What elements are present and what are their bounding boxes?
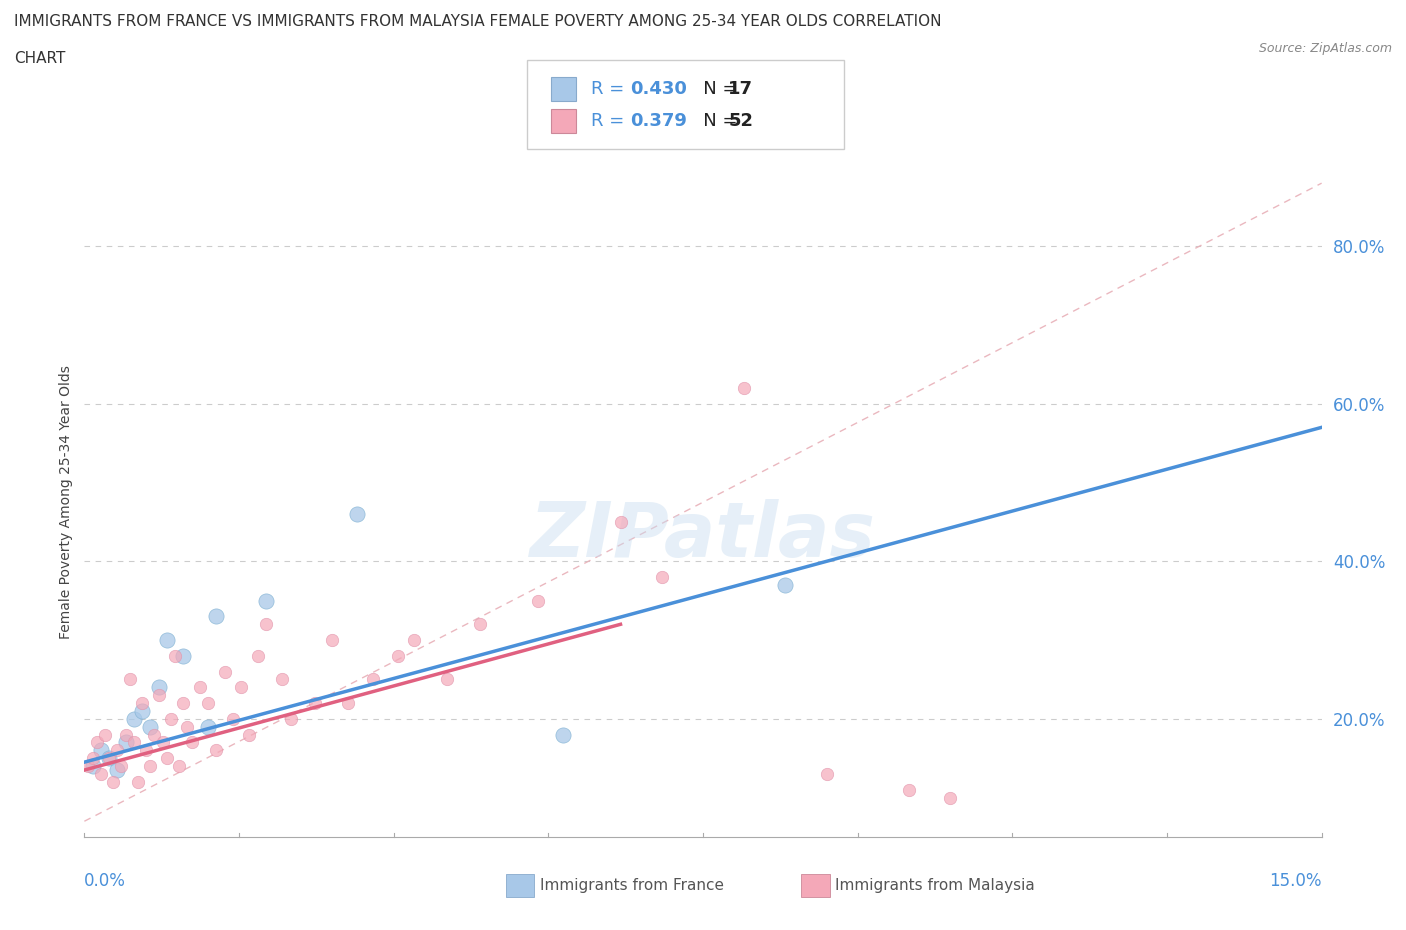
Point bbox=[214, 664, 236, 679]
Point bbox=[238, 727, 260, 742]
Point bbox=[131, 696, 153, 711]
Point bbox=[527, 593, 550, 608]
Point bbox=[127, 775, 149, 790]
Point bbox=[898, 782, 921, 797]
Point bbox=[105, 763, 128, 777]
Text: Source: ZipAtlas.com: Source: ZipAtlas.com bbox=[1258, 42, 1392, 55]
Point bbox=[122, 711, 145, 726]
Point bbox=[143, 727, 166, 742]
Point bbox=[205, 743, 228, 758]
Point bbox=[304, 696, 326, 711]
Point bbox=[94, 727, 117, 742]
Point bbox=[148, 688, 170, 703]
Point bbox=[337, 696, 360, 711]
Point bbox=[470, 617, 492, 631]
Point bbox=[156, 632, 179, 647]
Point bbox=[176, 719, 198, 734]
Text: N =: N = bbox=[686, 80, 744, 99]
Text: ZIPatlas: ZIPatlas bbox=[530, 498, 876, 573]
Point bbox=[148, 680, 170, 695]
Point bbox=[90, 766, 112, 781]
Point bbox=[815, 766, 838, 781]
Point bbox=[254, 617, 277, 631]
Point bbox=[118, 672, 141, 687]
Point bbox=[775, 578, 797, 592]
Point bbox=[222, 711, 245, 726]
Point bbox=[733, 380, 755, 395]
Point bbox=[86, 735, 108, 750]
Point bbox=[82, 751, 104, 765]
Point bbox=[387, 648, 409, 663]
Text: 17: 17 bbox=[728, 80, 754, 99]
Text: 0.0%: 0.0% bbox=[84, 872, 127, 890]
Text: N =: N = bbox=[686, 112, 744, 130]
Point bbox=[139, 719, 162, 734]
Point bbox=[271, 672, 294, 687]
Text: 0.430: 0.430 bbox=[630, 80, 686, 99]
Point bbox=[172, 696, 194, 711]
Point bbox=[156, 751, 179, 765]
Point bbox=[167, 759, 190, 774]
Point bbox=[404, 632, 426, 647]
Text: IMMIGRANTS FROM FRANCE VS IMMIGRANTS FROM MALAYSIA FEMALE POVERTY AMONG 25-34 YE: IMMIGRANTS FROM FRANCE VS IMMIGRANTS FRO… bbox=[14, 14, 942, 29]
Point bbox=[122, 735, 145, 750]
Point bbox=[131, 703, 153, 718]
Text: R =: R = bbox=[591, 80, 630, 99]
Point bbox=[939, 790, 962, 805]
Point bbox=[139, 759, 162, 774]
Point bbox=[114, 727, 136, 742]
Point bbox=[361, 672, 384, 687]
Point bbox=[254, 593, 277, 608]
Point bbox=[651, 569, 673, 584]
Point bbox=[609, 514, 631, 529]
Point bbox=[110, 759, 132, 774]
Point bbox=[98, 751, 121, 765]
Text: 15.0%: 15.0% bbox=[1270, 872, 1322, 890]
Point bbox=[160, 711, 183, 726]
Point bbox=[205, 609, 228, 624]
Point bbox=[103, 775, 125, 790]
Point bbox=[152, 735, 174, 750]
Text: CHART: CHART bbox=[14, 51, 66, 66]
Point bbox=[180, 735, 202, 750]
Point bbox=[197, 719, 219, 734]
Point bbox=[105, 743, 128, 758]
Point bbox=[197, 696, 219, 711]
Text: Immigrants from Malaysia: Immigrants from Malaysia bbox=[835, 878, 1035, 893]
Point bbox=[280, 711, 302, 726]
Point bbox=[135, 743, 157, 758]
Point bbox=[90, 743, 112, 758]
Text: Immigrants from France: Immigrants from France bbox=[540, 878, 724, 893]
Point bbox=[82, 759, 104, 774]
Point bbox=[172, 648, 194, 663]
Point bbox=[77, 759, 100, 774]
Text: 0.379: 0.379 bbox=[630, 112, 686, 130]
Text: 52: 52 bbox=[728, 112, 754, 130]
Point bbox=[551, 727, 574, 742]
Point bbox=[98, 751, 121, 765]
Point bbox=[229, 680, 252, 695]
Point bbox=[114, 735, 136, 750]
Point bbox=[188, 680, 211, 695]
Point bbox=[246, 648, 269, 663]
Y-axis label: Female Poverty Among 25-34 Year Olds: Female Poverty Among 25-34 Year Olds bbox=[59, 365, 73, 639]
Point bbox=[165, 648, 187, 663]
Point bbox=[346, 507, 368, 522]
Point bbox=[321, 632, 343, 647]
Text: R =: R = bbox=[591, 112, 630, 130]
Point bbox=[436, 672, 458, 687]
